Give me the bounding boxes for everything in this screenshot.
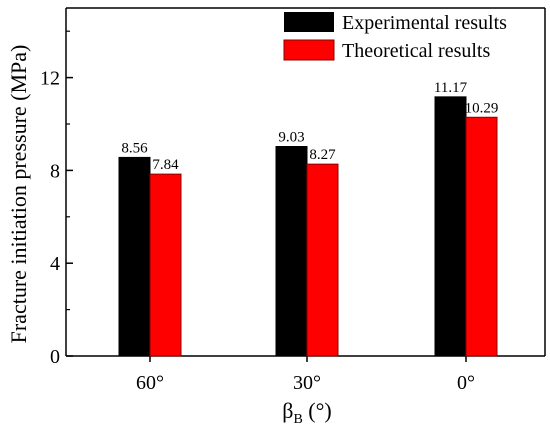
x-tick-label: 30° bbox=[293, 372, 321, 394]
x-axis-title-symbol: β bbox=[282, 398, 293, 423]
legend-swatch-theoretical bbox=[283, 39, 335, 61]
legend-swatch-experimental bbox=[284, 12, 334, 32]
x-tick-label: 0° bbox=[457, 372, 475, 394]
legend: Experimental results Theoretical results bbox=[283, 12, 507, 62]
y-axis-title: Fracture initiation pressure (MPa) bbox=[6, 45, 31, 344]
x-axis-title-unit: (°) bbox=[303, 398, 332, 423]
legend-label-experimental: Experimental results bbox=[342, 12, 507, 34]
bar-experimental bbox=[434, 96, 467, 357]
y-tick-label: 12 bbox=[40, 68, 60, 90]
y-tick-label: 4 bbox=[50, 253, 60, 275]
y-tick-label: 0 bbox=[50, 346, 60, 368]
data-label-experimental: 8.56 bbox=[121, 140, 148, 156]
bar-theoretical bbox=[306, 163, 339, 357]
data-label-theoretical: 10.29 bbox=[465, 100, 499, 116]
bar-experimental bbox=[275, 146, 308, 357]
y-tick-label: 8 bbox=[50, 160, 60, 182]
data-label-theoretical: 7.84 bbox=[152, 157, 179, 173]
x-axis-title: βB (°) bbox=[282, 398, 332, 427]
bar-theoretical bbox=[465, 116, 498, 357]
chart-marks: 8.56 9.03 11.17 7.84 8.27 10.29 bbox=[118, 80, 499, 357]
x-axis-title-subscript: B bbox=[293, 412, 302, 427]
data-label-theoretical: 8.27 bbox=[309, 147, 336, 163]
bar-experimental bbox=[118, 156, 151, 357]
bar-theoretical bbox=[149, 173, 182, 357]
legend-label-theoretical: Theoretical results bbox=[342, 40, 490, 62]
data-label-experimental: 9.03 bbox=[278, 130, 304, 146]
x-tick-label: 60° bbox=[136, 372, 164, 394]
data-label-experimental: 11.17 bbox=[434, 80, 468, 96]
